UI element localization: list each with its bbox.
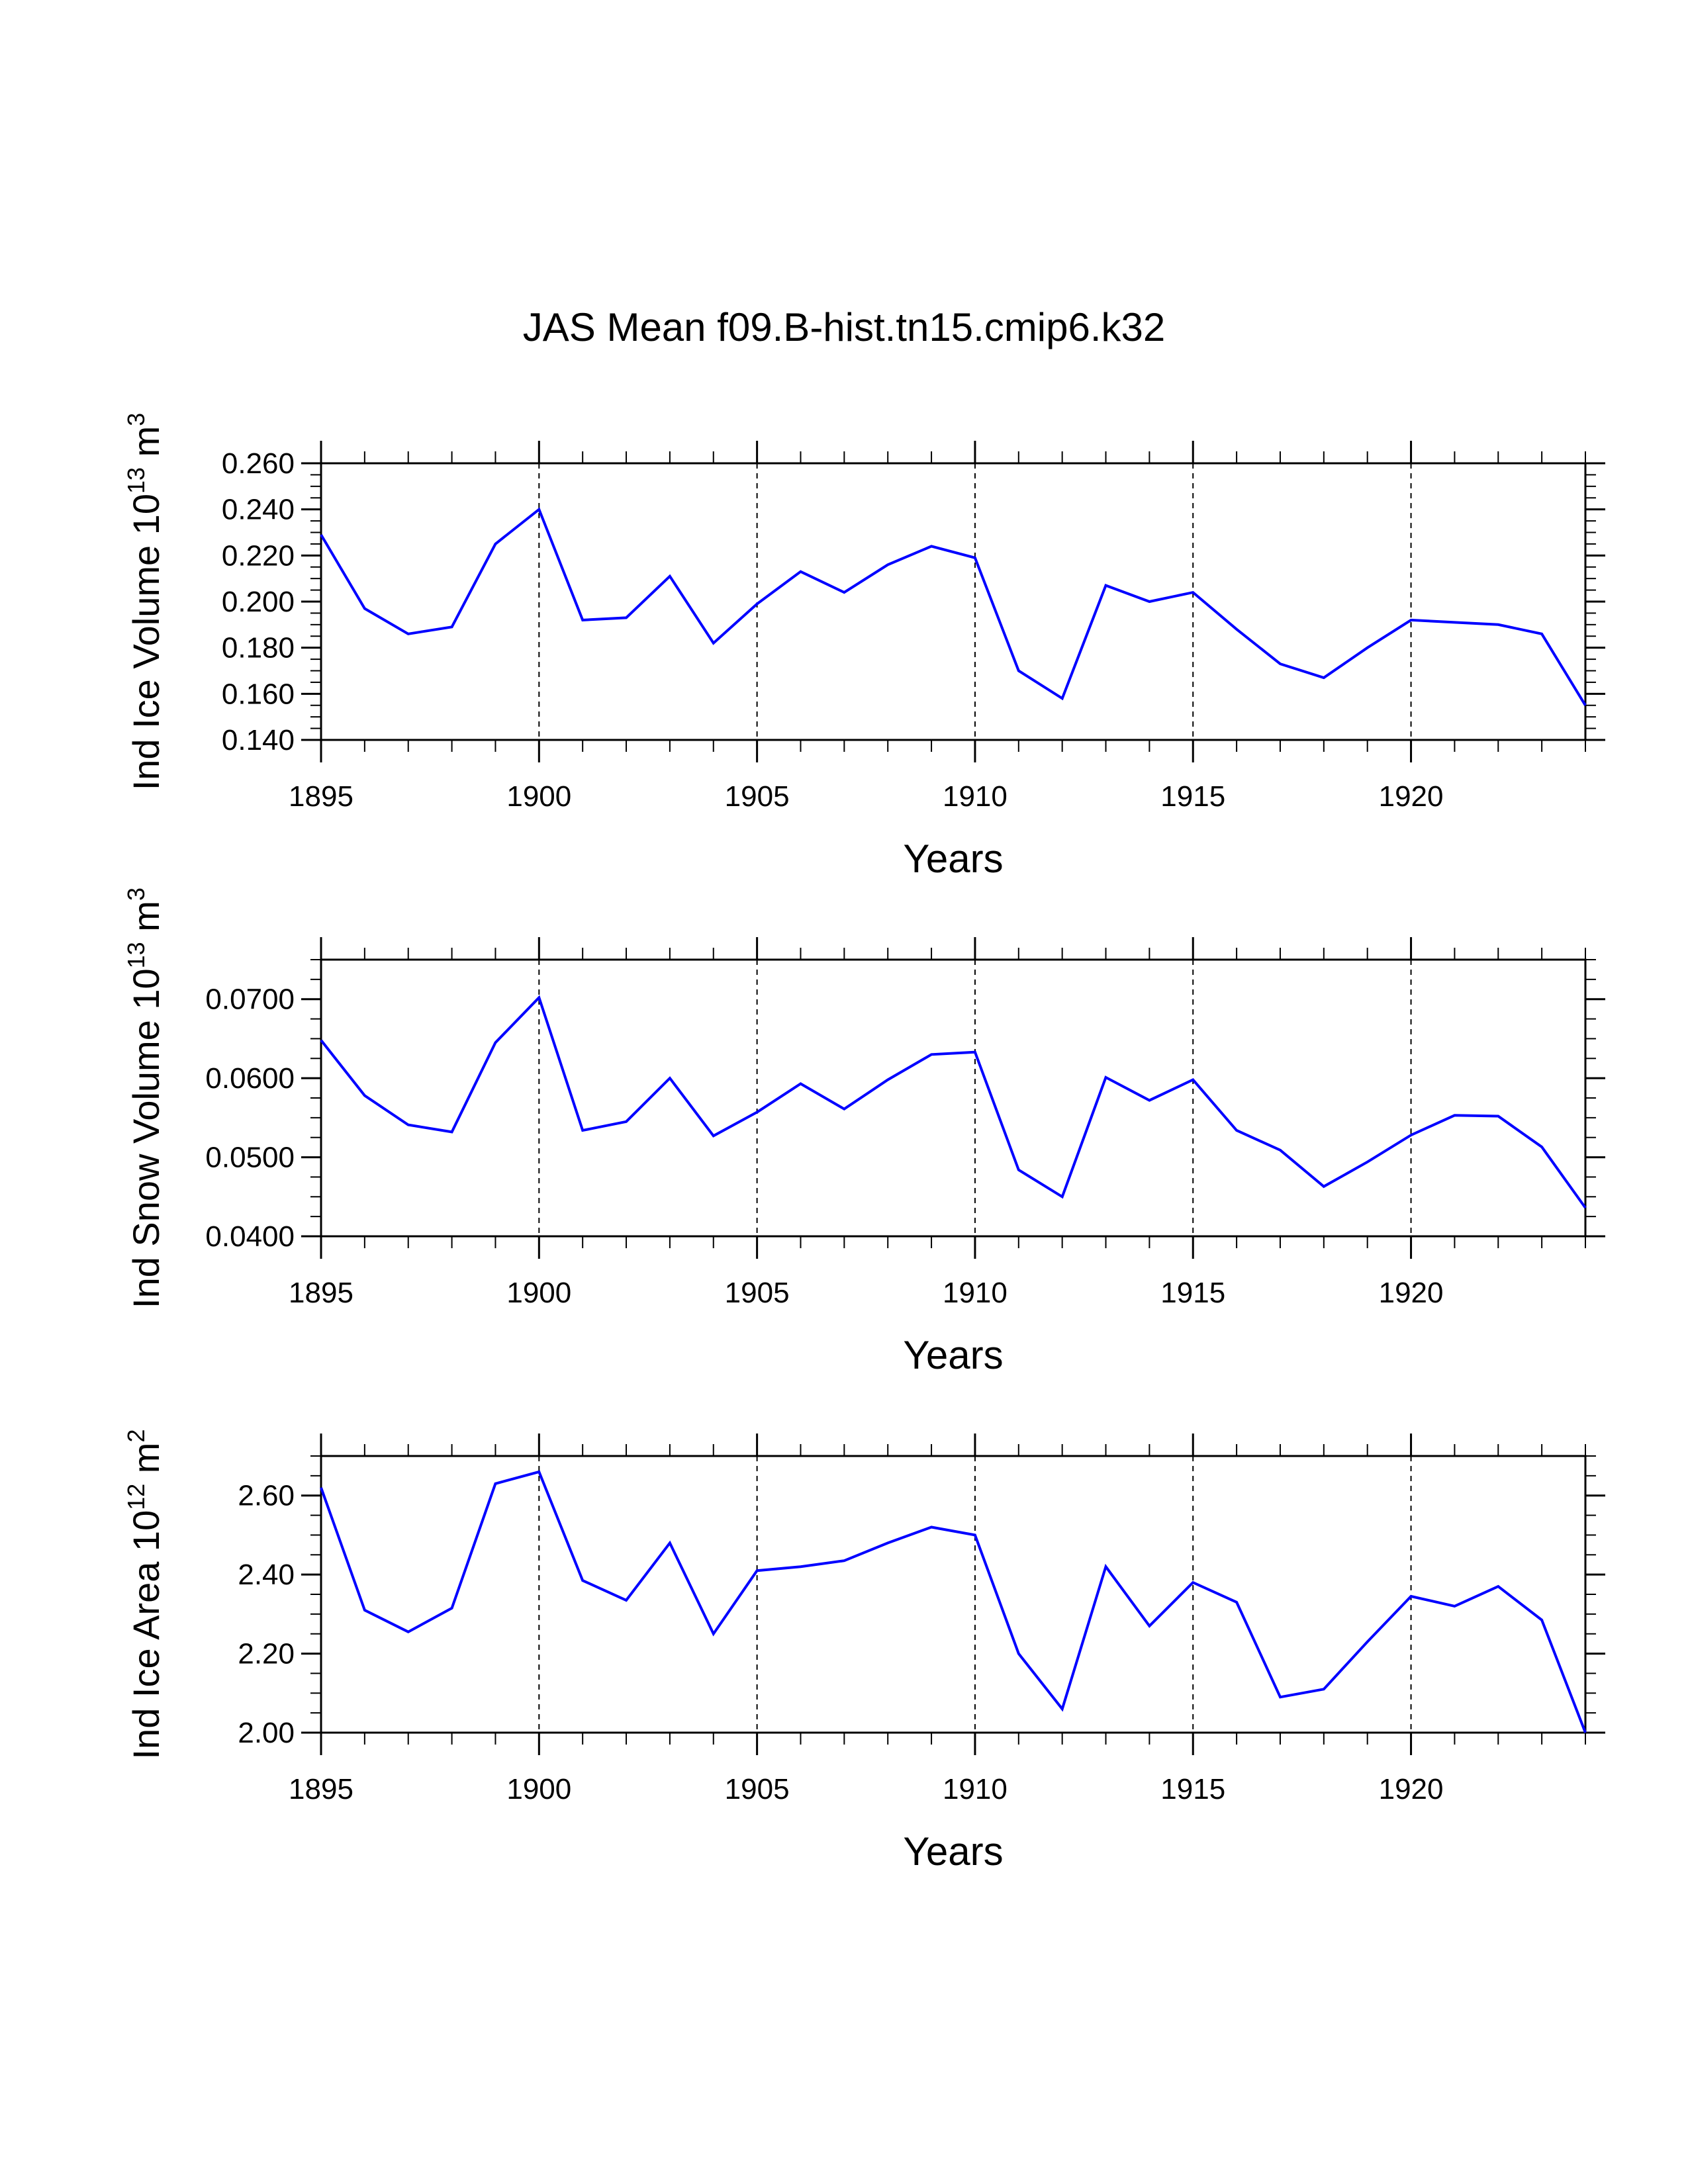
y-tick-label-0.160: 0.160	[222, 678, 295, 710]
series-line-ice-volume	[320, 507, 1587, 706]
y-tick-label-0.0600: 0.0600	[205, 1062, 295, 1095]
y-tick-label-0.220: 0.220	[222, 539, 295, 572]
x-axis-title: Years	[903, 837, 1003, 881]
series-line-ice-area	[320, 1470, 1587, 1733]
x-tick-label-1910: 1910	[943, 780, 1008, 813]
plot-frame	[320, 958, 1587, 1238]
x-tick-label-1895: 1895	[289, 1773, 353, 1805]
y-tick-label-2.40: 2.40	[238, 1559, 295, 1591]
x-tick-label-1910: 1910	[943, 1773, 1008, 1805]
x-tick-label-1920: 1920	[1379, 780, 1444, 813]
plot-frame	[320, 462, 1587, 741]
y-tick-label-2.00: 2.00	[238, 1717, 295, 1749]
x-tick-label-1900: 1900	[506, 1277, 571, 1309]
x-tick-label-1910: 1910	[943, 1277, 1008, 1309]
x-tick-label-1905: 1905	[725, 780, 790, 813]
x-tick-label-1895: 1895	[289, 1277, 353, 1309]
y-tick-label-0.0700: 0.0700	[205, 983, 295, 1016]
x-tick-label-1920: 1920	[1379, 1277, 1444, 1309]
y-tick-label-0.260: 0.260	[222, 447, 295, 480]
y-tick-label-0.180: 0.180	[222, 632, 295, 664]
x-axis-title: Years	[903, 1829, 1003, 1874]
y-tick-label-0.200: 0.200	[222, 586, 295, 618]
series-line-snow-volume	[320, 995, 1587, 1209]
y-axis-title: Ind Snow Volume 1013 m3	[122, 887, 167, 1308]
y-tick-label-0.240: 0.240	[222, 494, 295, 526]
panel-snow-volume: 1895 1900 1905 1910 1915 1920 0.0400 0.0500 0.06…	[122, 887, 1605, 1377]
plot-frame	[320, 1455, 1587, 1734]
x-axis-title: Years	[903, 1333, 1003, 1377]
y-tick-label-0.0400: 0.0400	[205, 1220, 295, 1253]
figure-title: JAS Mean f09.B-hist.tn15.cmip6.k32	[523, 305, 1166, 349]
y-tick-label-2.60: 2.60	[238, 1480, 295, 1512]
y-tick-label-0.140: 0.140	[222, 724, 295, 756]
x-tick-label-1905: 1905	[725, 1277, 790, 1309]
y-axis-title: Ind Ice Area 1012 m2	[122, 1429, 167, 1759]
x-tick-label-1895: 1895	[289, 780, 353, 813]
x-tick-label-1920: 1920	[1379, 1773, 1444, 1805]
x-tick-label-1905: 1905	[725, 1773, 790, 1805]
y-axis-title: Ind Ice Volume 1013 m3	[122, 413, 167, 791]
x-tick-label-1915: 1915	[1160, 1773, 1225, 1805]
x-tick-label-1915: 1915	[1160, 1277, 1225, 1309]
x-tick-label-1900: 1900	[506, 780, 571, 813]
panel-ice-volume: 1895 1900 1905 1910 1915 1920 0.140 0.160 0.180 0…	[122, 413, 1605, 881]
x-tick-label-1900: 1900	[506, 1773, 571, 1805]
y-tick-label-2.20: 2.20	[238, 1638, 295, 1670]
panel-ice-area: 1895 1900 1905 1910 1915 1920 2.00 2.20 2.40 2.60…	[122, 1429, 1605, 1874]
x-tick-label-1915: 1915	[1160, 780, 1225, 813]
y-tick-label-0.0500: 0.0500	[205, 1142, 295, 1174]
